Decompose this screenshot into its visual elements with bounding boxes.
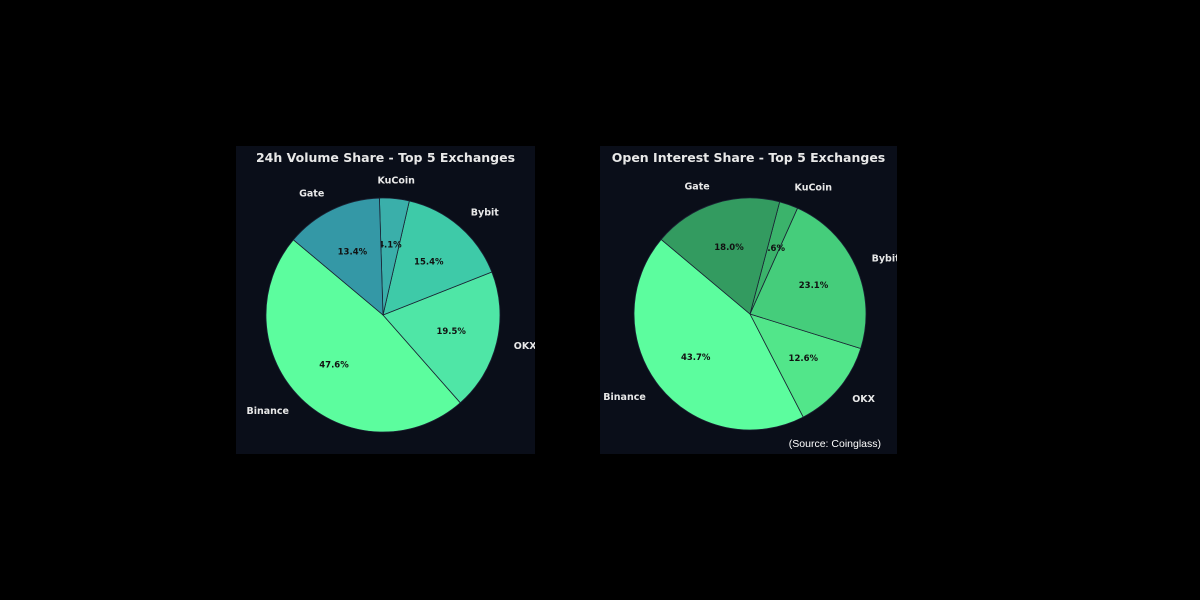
pie-value-label: 13.4% — [338, 247, 368, 257]
pie-slice-gate — [660, 197, 781, 315]
volume-share-chart-panel: 24h Volume Share - Top 5 Exchanges 47.6%… — [236, 146, 535, 454]
volume-share-pie: 47.6% Binance 19.5% OKX 15.4% Bybit 4.1% KuCoin… — [246, 176, 535, 433]
pie-category-label: KuCoin — [795, 183, 833, 194]
pie-slice-binance — [265, 239, 461, 433]
pie-category-label: OKX — [852, 394, 875, 405]
pie-slice-binance — [633, 238, 804, 431]
pie-value-label: 4.1% — [378, 241, 402, 251]
pie-value-label: 12.6% — [789, 354, 819, 364]
pie-category-label: Gate — [299, 188, 324, 199]
pie-category-label: Binance — [603, 392, 646, 403]
pie-slice-bybit — [382, 200, 493, 316]
pie-value-label: 18.0% — [714, 243, 744, 253]
pie-slice-bybit — [749, 207, 867, 350]
pie-value-label: 2.6% — [761, 244, 785, 254]
pie-value-label: 43.7% — [681, 353, 711, 363]
pie-category-label: OKX — [514, 341, 535, 352]
source-note: (Source: Coinglass) — [788, 438, 881, 450]
pie-value-label: 19.5% — [436, 327, 466, 337]
open-interest-pie: 43.7% Binance 12.6% OKX 23.1% Bybit 2.6% KuCoin… — [603, 181, 897, 431]
pie-category-label: Binance — [246, 406, 289, 417]
pie-slice-okx — [749, 313, 862, 418]
pie-slice-gate — [292, 197, 384, 316]
pie-value-label: 47.6% — [319, 361, 349, 371]
pie-category-label: Bybit — [471, 208, 499, 219]
pie-category-label: Gate — [684, 181, 709, 192]
chart-title: Open Interest Share - Top 5 Exchanges — [611, 150, 886, 165]
pie-slice-okx — [382, 271, 501, 404]
pie-category-label: KuCoin — [377, 176, 415, 187]
pie-value-label: 23.1% — [799, 281, 829, 291]
chart-title: 24h Volume Share - Top 5 Exchanges — [255, 150, 516, 165]
pie-category-label: Bybit — [872, 254, 897, 265]
open-interest-chart-panel: Open Interest Share - Top 5 Exchanges 43… — [600, 146, 897, 454]
pie-value-label: 15.4% — [414, 257, 444, 267]
